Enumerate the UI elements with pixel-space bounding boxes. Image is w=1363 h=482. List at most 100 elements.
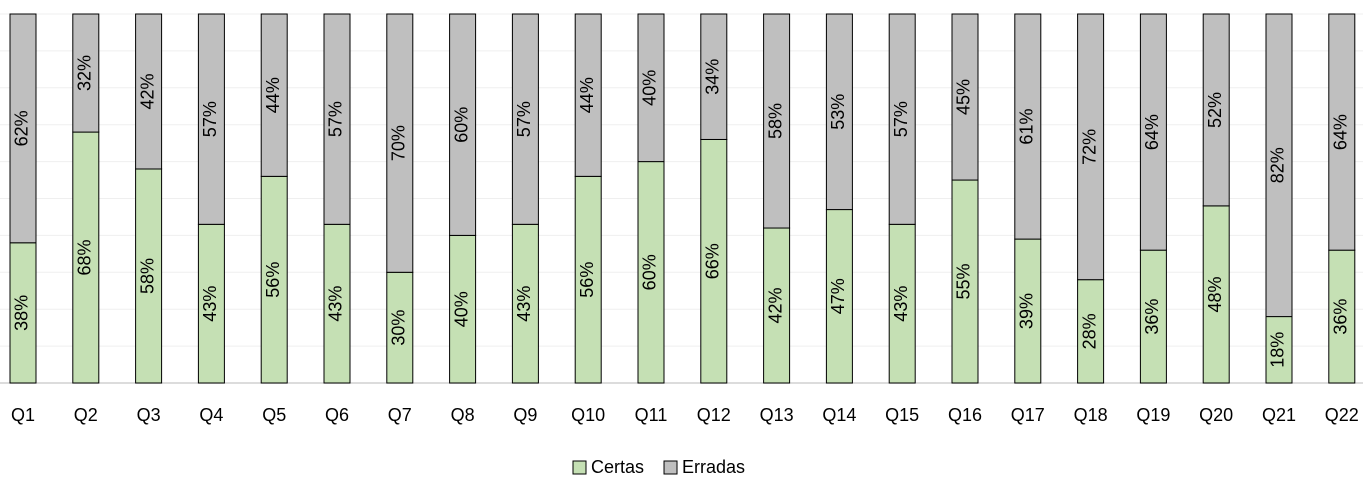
bar-segment <box>260 13 288 177</box>
x-tick-label: Q14 <box>822 405 856 425</box>
data-label: 57% <box>200 101 220 137</box>
data-label: 60% <box>640 254 660 290</box>
data-label: 32% <box>75 55 95 91</box>
bar-segment <box>511 13 539 225</box>
data-label: 53% <box>828 94 848 130</box>
bar-segment <box>574 175 602 384</box>
data-label: 57% <box>891 101 911 137</box>
data-label: 28% <box>1079 313 1099 349</box>
bar-segment <box>1139 13 1167 251</box>
data-label: 56% <box>577 262 597 298</box>
data-label: 55% <box>954 264 974 300</box>
data-label: 43% <box>200 286 220 322</box>
bar-segment <box>763 13 791 229</box>
x-tick-label: Q8 <box>451 405 475 425</box>
bar-segment <box>825 209 853 384</box>
data-label: 60% <box>451 107 471 143</box>
bar-segment <box>1077 279 1105 384</box>
data-label: 58% <box>765 103 785 139</box>
bar-segment <box>72 131 100 384</box>
bar-segment <box>951 13 979 181</box>
data-label: 18% <box>1268 332 1288 368</box>
data-label: 43% <box>326 286 346 322</box>
data-label: 72% <box>1079 129 1099 165</box>
data-label: 43% <box>514 286 534 322</box>
bar-segment <box>1014 238 1042 384</box>
x-tick-label: Q17 <box>1011 405 1045 425</box>
data-label: 64% <box>1142 114 1162 150</box>
data-label: 34% <box>703 59 723 95</box>
bar-segment <box>1265 13 1293 318</box>
data-label: 62% <box>12 110 32 146</box>
bar-segment <box>1202 13 1230 207</box>
data-label: 70% <box>389 125 409 161</box>
legend-swatch <box>663 460 678 475</box>
bar-segment <box>763 227 791 384</box>
x-tick-label: Q4 <box>199 405 223 425</box>
bar-segment <box>72 13 100 133</box>
x-tick-label: Q20 <box>1199 405 1233 425</box>
bar-segment <box>9 13 37 244</box>
data-label: 56% <box>263 262 283 298</box>
bar-segment <box>1077 13 1105 281</box>
data-label: 45% <box>954 79 974 115</box>
data-label: 47% <box>828 278 848 314</box>
bar-segment <box>449 13 477 236</box>
data-label: 44% <box>577 77 597 113</box>
bar-segment <box>135 168 163 384</box>
bar-segment <box>197 13 225 225</box>
bar-segment <box>574 13 602 177</box>
data-label: 64% <box>1331 114 1351 150</box>
data-label: 38% <box>12 295 32 331</box>
data-label: 36% <box>1331 299 1351 335</box>
x-tick-label: Q12 <box>697 405 731 425</box>
data-label: 40% <box>640 70 660 106</box>
bar-segment <box>386 271 414 384</box>
data-label: 61% <box>1017 109 1037 145</box>
bar-segment <box>323 13 351 225</box>
bar-segment <box>700 13 728 140</box>
bar-segment <box>386 13 414 273</box>
data-label: 40% <box>451 291 471 327</box>
data-label: 68% <box>75 240 95 276</box>
bar-segment <box>637 13 665 163</box>
legend-swatch <box>572 460 587 475</box>
bar-segment <box>888 223 916 384</box>
x-tick-label: Q19 <box>1136 405 1170 425</box>
data-label: 57% <box>514 101 534 137</box>
data-label: 39% <box>1017 293 1037 329</box>
bar-segment <box>9 242 37 384</box>
legend-label: Erradas <box>682 457 745 477</box>
data-label: 36% <box>1142 299 1162 335</box>
data-label: 58% <box>137 258 157 294</box>
bar-segment <box>449 234 477 384</box>
x-tick-label: Q7 <box>388 405 412 425</box>
x-tick-label: Q6 <box>325 405 349 425</box>
bar-segment <box>135 13 163 170</box>
x-tick-label: Q11 <box>635 405 668 425</box>
bar-segment <box>1014 13 1042 240</box>
bar-segment <box>888 13 916 225</box>
bar-segment <box>1202 205 1230 384</box>
bar-segment <box>1265 316 1293 384</box>
x-tick-label: Q13 <box>760 405 794 425</box>
legend-label: Certas <box>591 457 644 477</box>
data-label: 30% <box>389 310 409 346</box>
x-tick-label: Q9 <box>513 405 537 425</box>
data-label: 57% <box>326 101 346 137</box>
x-tick-label: Q10 <box>571 405 605 425</box>
x-tick-label: Q5 <box>262 405 286 425</box>
x-tick-label: Q16 <box>948 405 982 425</box>
data-label: 43% <box>891 286 911 322</box>
x-tick-label: Q1 <box>11 405 35 425</box>
data-label: 82% <box>1268 147 1288 183</box>
data-label: 44% <box>263 77 283 113</box>
x-tick-label: Q18 <box>1074 405 1108 425</box>
bar-segment <box>825 13 853 211</box>
x-tick-label: Q21 <box>1262 405 1296 425</box>
bar-segment <box>1328 13 1356 251</box>
x-tick-label: Q2 <box>74 405 98 425</box>
bar-segment <box>951 179 979 384</box>
data-label: 48% <box>1205 276 1225 312</box>
bar-segment <box>323 223 351 384</box>
